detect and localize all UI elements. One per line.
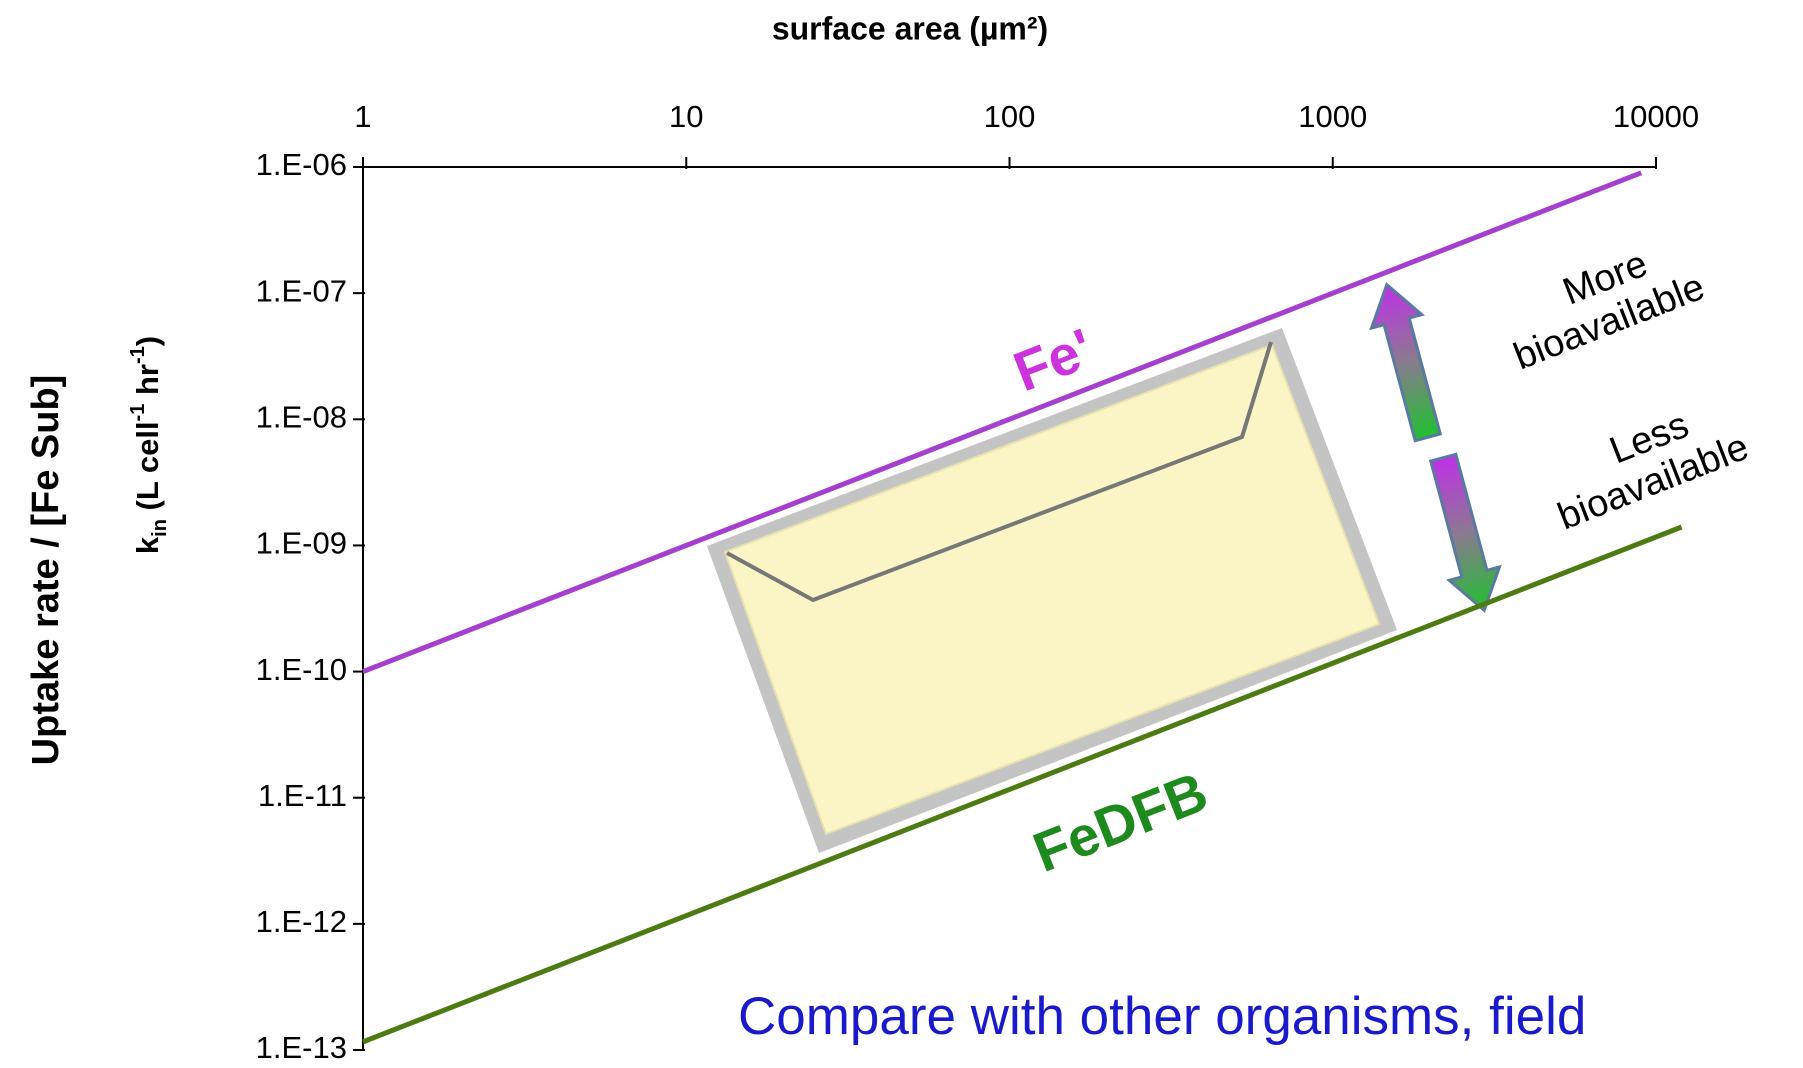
y-axis-title: Uptake rate / [Fe Sub] bbox=[25, 375, 67, 766]
y-axis-subtitle-part: -1 bbox=[127, 404, 149, 422]
chart: surface area (µm²) Uptake rate / [Fe Sub… bbox=[0, 0, 1803, 1068]
x-tick-label: 10 bbox=[669, 99, 703, 134]
y-axis-subtitle: kin (L cell-1 hr-1) bbox=[127, 336, 171, 554]
y-axis-subtitle-part: hr bbox=[130, 364, 165, 404]
y-axis-subtitle-part: in bbox=[149, 519, 171, 537]
y-axis-subtitle-part: k bbox=[130, 536, 165, 554]
x-tick-label: 100 bbox=[984, 99, 1036, 134]
y-tick-label: 1.E-09 bbox=[256, 526, 347, 561]
y-axis-subtitle-part: -1 bbox=[127, 346, 149, 364]
y-axis-subtitle-part: ) bbox=[130, 336, 165, 346]
bioavailability-arrows bbox=[1362, 278, 1510, 617]
x-tick-label: 10000 bbox=[1613, 99, 1699, 134]
y-tick-label: 1.E-11 bbox=[258, 778, 347, 813]
x-axis-title: surface area (µm²) bbox=[772, 10, 1048, 46]
y-axis-subtitle-part: (L cell bbox=[130, 421, 165, 519]
y-tick-label: 1.E-08 bbox=[256, 399, 347, 434]
note: Compare with other organisms, field bbox=[738, 987, 1586, 1046]
y-tick-label: 1.E-06 bbox=[256, 147, 347, 182]
x-tick-label: 1000 bbox=[1298, 99, 1367, 134]
series-label: FeDFB bbox=[1025, 759, 1216, 883]
y-tick-label: 1.E-13 bbox=[256, 1030, 347, 1065]
x-tick-label: 1 bbox=[354, 99, 371, 134]
y-tick-label: 1.E-12 bbox=[256, 904, 347, 939]
page: {"chart_data": {"type": "line", "title":… bbox=[0, 0, 1803, 1068]
y-tick-label: 1.E-10 bbox=[256, 652, 347, 687]
y-tick-label: 1.E-07 bbox=[256, 273, 347, 308]
